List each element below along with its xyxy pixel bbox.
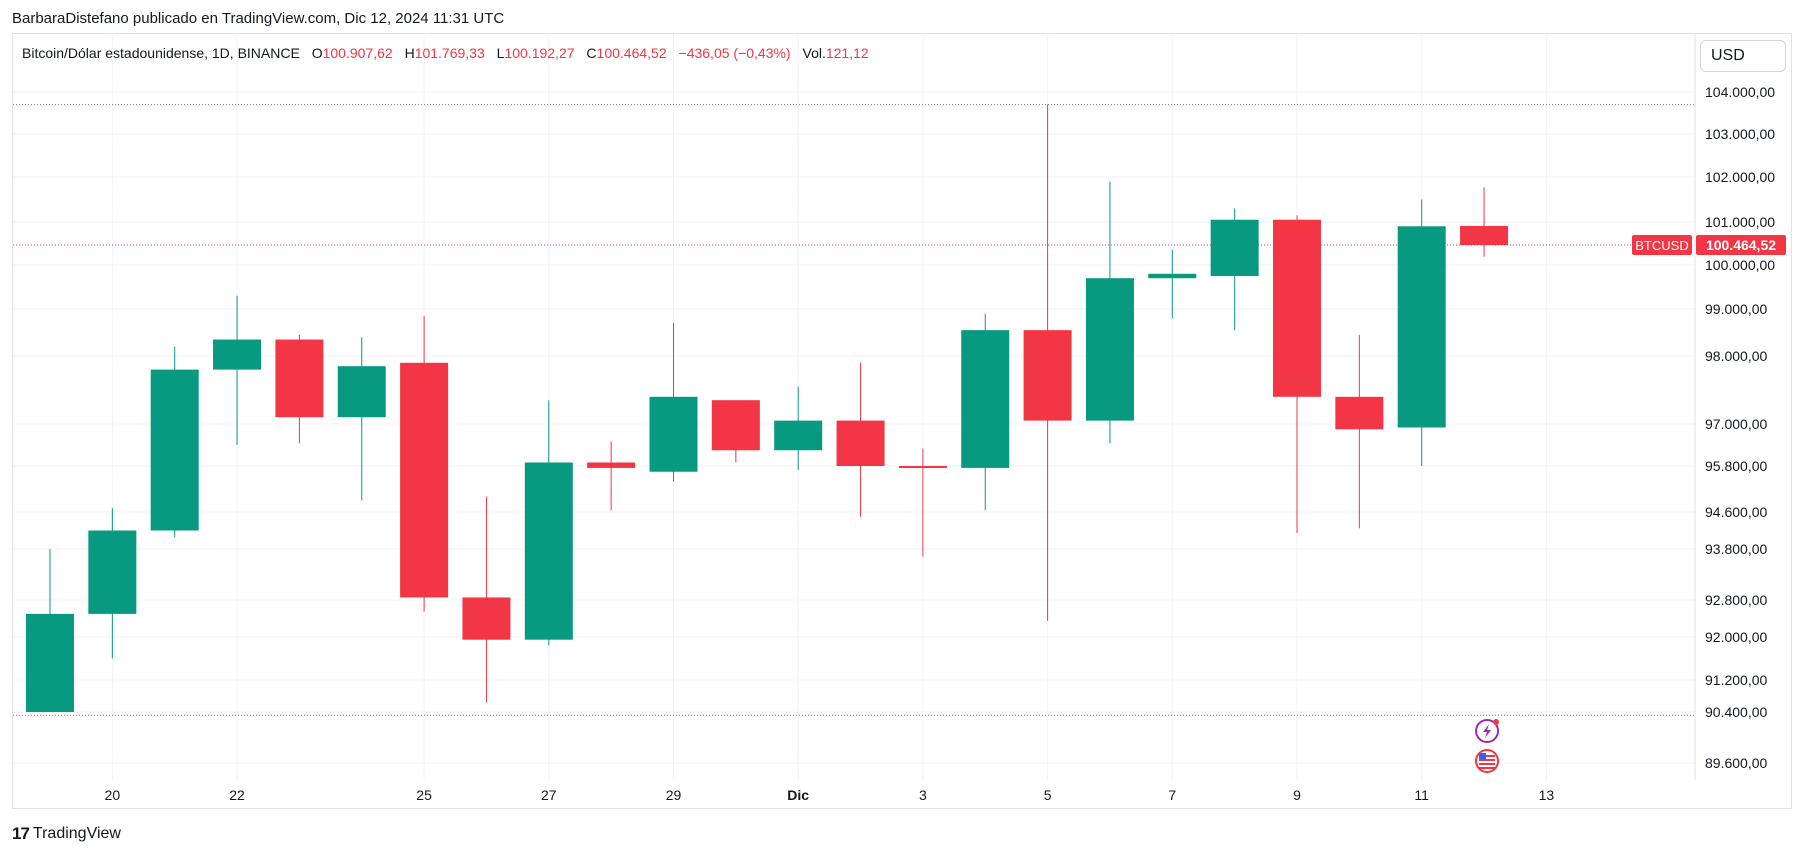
open-value: 100.907,62 xyxy=(322,45,393,61)
chart-frame xyxy=(12,33,1792,809)
close-label: C xyxy=(586,45,597,61)
volume-value: 121,12 xyxy=(825,45,869,61)
candle-body xyxy=(1335,396,1384,430)
tradingview-brand[interactable]: 17 TradingView xyxy=(12,824,121,844)
candle-body xyxy=(1148,273,1197,279)
time-axis: 20 22 25 27 29 Dic 3 5 7 9 11 13 xyxy=(105,787,1555,803)
time-tick-label: 5 xyxy=(1044,787,1052,803)
time-tick-label: 29 xyxy=(666,787,682,803)
candle-body xyxy=(462,597,511,640)
time-tick-label: 9 xyxy=(1293,787,1301,803)
open-label: O xyxy=(311,45,323,61)
price-tick-label: 89.600,00 xyxy=(1705,755,1767,771)
candle-body xyxy=(524,462,573,640)
price-tick-label: 93.800,00 xyxy=(1705,541,1767,557)
price-tick-label: 90.400,00 xyxy=(1705,704,1767,720)
time-tick-label: 25 xyxy=(416,787,432,803)
price-tick-label: 99.000,00 xyxy=(1705,301,1767,317)
candle-body xyxy=(88,530,137,614)
price-tick-label: 92.800,00 xyxy=(1705,592,1767,608)
candle-body xyxy=(26,613,74,712)
candles xyxy=(26,104,1509,712)
high-label: H xyxy=(404,45,415,61)
price-label-symbol: BTCUSD xyxy=(1635,238,1688,253)
candle-body xyxy=(400,362,449,598)
time-tick-label: 13 xyxy=(1539,787,1555,803)
time-tick-label: 22 xyxy=(229,787,245,803)
price-label-symbol-box xyxy=(1632,235,1692,256)
time-tick-label: Dic xyxy=(787,787,809,803)
time-tick-label: 7 xyxy=(1168,787,1176,803)
candle-body xyxy=(1210,219,1259,276)
price-axis: 104.000,00 103.000,00 102.000,00 101.000,00… xyxy=(1705,84,1775,771)
candle-body xyxy=(774,420,823,451)
candle-body xyxy=(1273,219,1321,397)
candle-body xyxy=(1460,225,1509,246)
close-value: 100.464,52 xyxy=(596,45,667,61)
time-tick-label: 3 xyxy=(919,787,927,803)
candle-body xyxy=(213,339,262,370)
candle-body xyxy=(1397,226,1446,428)
price-label-value-box xyxy=(1696,235,1786,256)
candle-body xyxy=(1085,278,1134,421)
price-tick-label: 103.000,00 xyxy=(1705,126,1775,142)
candle-body xyxy=(836,420,885,466)
candle-body xyxy=(649,396,698,472)
price-tick-label: 98.000,00 xyxy=(1705,348,1767,364)
candle-body xyxy=(337,366,386,418)
low-value: 100.192,27 xyxy=(504,45,575,61)
publish-credit: BarbaraDistefano publicado en TradingVie… xyxy=(12,10,505,27)
candle-body xyxy=(898,466,947,468)
price-tick-label: 97.000,00 xyxy=(1705,416,1767,432)
candle-body xyxy=(150,369,199,531)
price-label-value: 100.464,52 xyxy=(1706,237,1776,253)
price-tick-label: 104.000,00 xyxy=(1705,84,1775,100)
price-tick-label: 102.000,00 xyxy=(1705,169,1775,185)
price-tick-label: 94.600,00 xyxy=(1705,504,1767,520)
candle-body xyxy=(961,330,1010,468)
us-flag-event-icon xyxy=(1475,749,1500,773)
high-value: 101.769,33 xyxy=(414,45,485,61)
event-markers xyxy=(1475,719,1500,773)
time-tick-label: 27 xyxy=(541,787,557,803)
time-tick-label: 11 xyxy=(1414,787,1429,803)
brand-name: TradingView xyxy=(32,825,121,842)
volume-label: Vol. xyxy=(802,45,826,61)
last-price-label: BTCUSD 100.464,52 xyxy=(1632,235,1786,256)
price-tick-label: 95.800,00 xyxy=(1705,458,1767,474)
candle-body xyxy=(275,339,324,418)
tradingview-logo-icon: 17 xyxy=(12,824,30,843)
change-value: −436,05 (−0,43%) xyxy=(678,45,791,61)
symbol-name: Bitcoin/Dólar estadounidense, 1D, BINANC… xyxy=(22,45,300,61)
time-tick-label: 20 xyxy=(105,787,121,803)
candle-body xyxy=(587,462,636,468)
candle-body xyxy=(711,400,760,451)
price-tick-label: 91.200,00 xyxy=(1705,672,1767,688)
price-tick-label: 101.000,00 xyxy=(1705,214,1775,230)
horizontal-levels xyxy=(13,104,1695,716)
low-label: L xyxy=(496,45,505,61)
candle-body xyxy=(1023,330,1072,421)
price-tick-label: 100.000,00 xyxy=(1705,257,1775,273)
symbol-legend: Bitcoin/Dólar estadounidense, 1D, BINANC… xyxy=(22,45,877,61)
lightning-event-icon xyxy=(1475,719,1500,743)
price-tick-label: 92.000,00 xyxy=(1705,629,1767,645)
currency-button[interactable]: USD xyxy=(1700,40,1786,72)
